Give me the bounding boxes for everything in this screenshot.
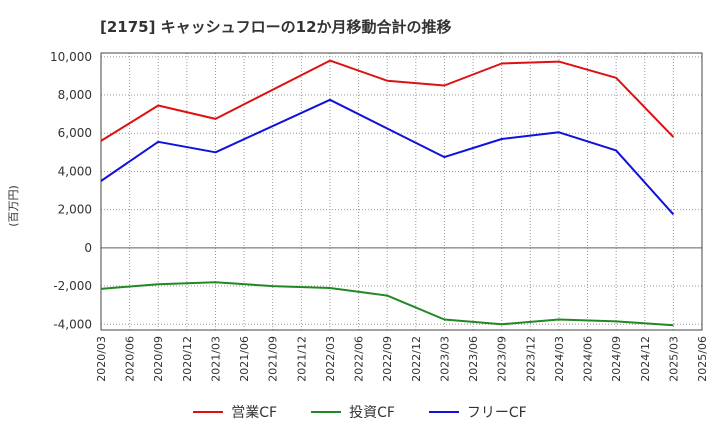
- x-tick-label: 2020/03: [95, 336, 108, 382]
- series-line-0: [100, 59, 675, 142]
- x-tick-label: 2021/09: [267, 336, 280, 382]
- legend-item-investing-cf: 投資CF: [311, 402, 395, 422]
- series-line-2: [100, 98, 675, 216]
- x-tick-label: 2021/06: [238, 336, 251, 382]
- legend-item-free-cf: フリーCF: [428, 402, 527, 422]
- x-tick-label: 2021/03: [209, 336, 222, 382]
- x-tick-label: 2023/06: [467, 336, 480, 382]
- x-tick-label: 2020/06: [124, 336, 137, 382]
- y-tick-label: 8,000: [58, 88, 92, 102]
- plot-frame: [100, 52, 703, 331]
- y-tick-label: 4,000: [58, 164, 92, 178]
- x-tick-label: 2023/09: [496, 336, 509, 382]
- legend-label-free-cf: フリーCF: [466, 405, 527, 421]
- x-tick-label: 2023/12: [524, 336, 537, 382]
- x-tick-label: 2020/09: [152, 336, 165, 382]
- x-tick-label: 2022/09: [381, 336, 394, 382]
- x-tick-label: 2021/12: [295, 336, 308, 382]
- x-tick-label: 2020/12: [181, 336, 194, 382]
- y-tick-label: -4,000: [53, 317, 92, 331]
- x-tick-label: 2022/03: [324, 336, 337, 382]
- series-line-1: [100, 281, 674, 327]
- y-tick-label: 6,000: [58, 126, 92, 140]
- plot-area: [101, 53, 702, 330]
- x-tick-label: 2022/06: [353, 336, 366, 382]
- x-tick-label: 2025/03: [667, 336, 680, 382]
- y-tick-label: 10,000: [50, 50, 92, 64]
- y-tick-label: 2,000: [58, 203, 92, 217]
- legend-label-investing-cf: 投資CF: [349, 405, 395, 421]
- x-tick-label: 2022/12: [410, 336, 423, 382]
- x-tick-label: 2024/09: [610, 336, 623, 382]
- y-tick-label: 0: [84, 241, 92, 255]
- legend-item-operating-cf: 営業CF: [193, 402, 277, 422]
- x-tick-label: 2024/06: [582, 336, 595, 382]
- legend: 営業CF 投資CF フリーCF: [0, 402, 720, 422]
- legend-label-operating-cf: 営業CF: [231, 405, 278, 421]
- x-tick-label: 2023/03: [438, 336, 451, 382]
- chart-title: [2175] キャッシュフローの12か月移動合計の推移: [100, 18, 452, 36]
- legend-swatch-operating-cf: [193, 411, 224, 413]
- x-tick-label: 2025/06: [696, 336, 709, 382]
- legend-swatch-investing-cf: [311, 411, 342, 413]
- legend-swatch-free-cf: [428, 411, 459, 413]
- x-tick-label: 2024/03: [553, 336, 566, 382]
- y-tick-label: -2,000: [53, 279, 92, 293]
- x-tick-label: 2024/12: [639, 336, 652, 382]
